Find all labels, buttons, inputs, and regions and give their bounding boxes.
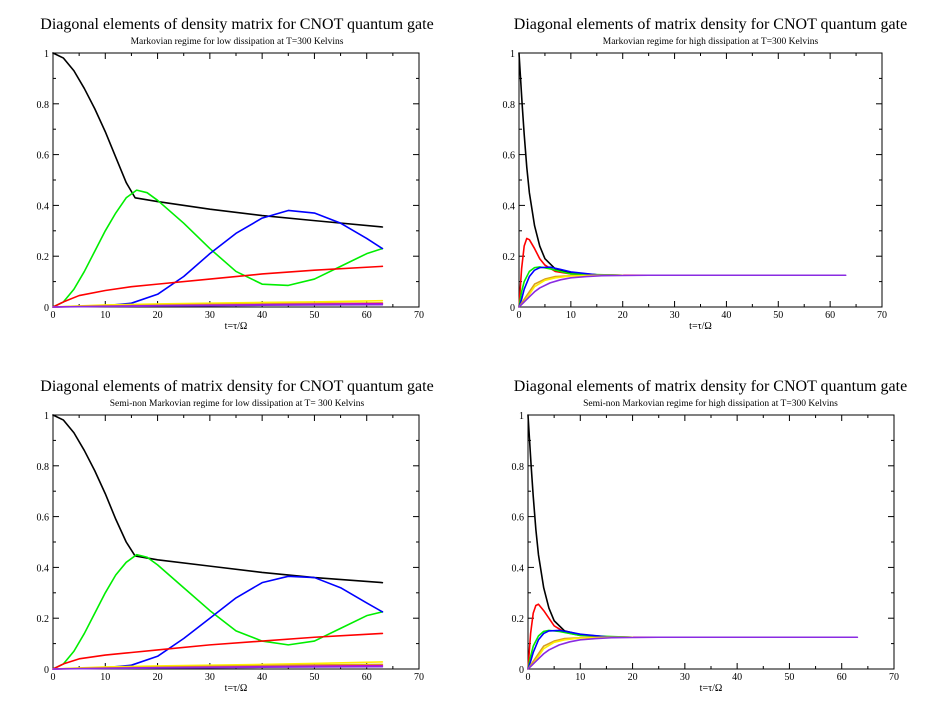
x-tick-label: 40 — [257, 310, 267, 321]
y-tick-label: 1 — [510, 49, 515, 60]
x-tick-label: 60 — [362, 310, 372, 321]
y-tick-label: 0.4 — [37, 201, 50, 212]
x-tick-label: 20 — [618, 310, 628, 321]
y-tick-label: 0.2 — [503, 252, 516, 263]
y-tick-label: 1 — [44, 49, 49, 60]
series-line-black — [527, 414, 686, 639]
x-tick-label: 0 — [526, 672, 531, 683]
y-tick-label: 1 — [44, 411, 49, 422]
chart-plot-semi-non-markovian-high: 0 10 20 30 40 50 60 70 0 0.2 0.4 0.6 0.8 1 t=τ/Ω — [512, 411, 900, 694]
series-line-red — [52, 265, 384, 308]
x-tick-label: 30 — [680, 672, 690, 683]
x-tick-label: 50 — [309, 310, 319, 321]
chart-plot-markovian-high: 0 10 20 30 40 50 60 70 0 0.2 0.4 0.6 0.8 1 t=τ/Ω — [503, 49, 888, 332]
chart-subtitle: Markovian regime for high dissipation at… — [602, 37, 819, 47]
y-tick-label: 0.8 — [503, 100, 516, 111]
x-tick-label: 20 — [153, 672, 163, 683]
x-tick-label: 60 — [837, 672, 847, 683]
x-tick-label: 60 — [362, 672, 372, 683]
x-tick-label: 10 — [100, 672, 110, 683]
series-line-red — [52, 632, 384, 670]
x-tick-label: 10 — [100, 310, 110, 321]
y-tick-label: 0.6 — [503, 151, 516, 162]
y-tick-label: 0.4 — [37, 563, 50, 574]
series-line-blue — [518, 266, 624, 308]
y-tick-label: 1 — [519, 411, 524, 422]
series-line-blue — [52, 575, 384, 670]
x-tick-label: 10 — [566, 310, 576, 321]
y-tick-label: 0.2 — [512, 614, 525, 625]
plot-frame — [527, 414, 895, 670]
x-axis-label: t=τ/Ω — [689, 321, 712, 332]
x-axis-label: t=τ/Ω — [700, 683, 723, 694]
x-tick-label: 50 — [773, 310, 783, 321]
x-tick-label: 40 — [732, 672, 742, 683]
y-tick-label: 0.4 — [512, 563, 525, 574]
chart-plot-markovian-low: 0 10 20 30 40 50 60 70 0 0.2 0.4 0.6 0.8 1 t=τ/Ω — [37, 49, 425, 332]
y-tick-label: 0.6 — [512, 513, 525, 524]
x-tick-label: 50 — [309, 672, 319, 683]
y-tick-label: 0.2 — [37, 614, 50, 625]
y-tick-label: 0 — [510, 303, 515, 314]
chart-title: Diagonal elements of matrix density for … — [513, 378, 908, 395]
y-tick-label: 0 — [519, 665, 524, 676]
series-line-purple — [52, 665, 384, 670]
x-tick-label: 10 — [575, 672, 585, 683]
series-line-purple — [518, 274, 847, 308]
y-tick-label: 0.4 — [503, 201, 516, 212]
chart-panel-semi-non-markovian-high: Diagonal elements of matrix density for … — [474, 362, 947, 723]
plot-frame — [518, 52, 883, 308]
x-tick-label: 0 — [51, 310, 56, 321]
chart-plot-semi-non-markovian-low: 0 10 20 30 40 50 60 70 0 0.2 0.4 0.6 0.8 1 t=τ/Ω — [37, 411, 425, 694]
series-line-black — [52, 52, 384, 228]
x-tick-label: 30 — [670, 310, 680, 321]
chart-subtitle: Semi-non Markovian regime for low dissip… — [109, 399, 365, 409]
x-tick-label: 40 — [721, 310, 731, 321]
x-tick-label: 70 — [414, 672, 424, 683]
x-tick-label: 40 — [257, 672, 267, 683]
chart-subtitle: Markovian regime for low dissipation at … — [130, 37, 344, 47]
x-tick-label: 30 — [205, 310, 215, 321]
chart-title: Diagonal elements of matrix density for … — [40, 378, 434, 395]
series-line-green — [52, 553, 384, 670]
x-tick-label: 0 — [517, 310, 522, 321]
x-tick-label: 70 — [414, 310, 424, 321]
chart-panel-markovian-high: Diagonal elements of matrix density for … — [474, 0, 947, 345]
chart-subtitle: Semi-non Markovian regime for high dissi… — [583, 399, 838, 409]
y-tick-label: 0.8 — [512, 462, 525, 473]
plot-frame — [52, 52, 420, 308]
series-line-green — [518, 266, 624, 308]
y-tick-label: 0.6 — [37, 151, 50, 162]
x-tick-label: 70 — [889, 672, 899, 683]
y-tick-label: 0 — [44, 303, 49, 314]
series-line-black — [52, 414, 384, 584]
series-line-green — [527, 629, 634, 670]
y-tick-label: 0.8 — [37, 462, 50, 473]
x-tick-label: 0 — [51, 672, 56, 683]
chart-title: Diagonal elements of matrix density for … — [513, 16, 908, 33]
x-tick-label: 70 — [877, 310, 887, 321]
chart-panel-semi-non-markovian-low: Diagonal elements of matrix density for … — [0, 362, 474, 723]
series-line-red — [518, 237, 676, 308]
y-tick-label: 0.6 — [37, 513, 50, 524]
y-tick-label: 0 — [44, 665, 49, 676]
y-tick-label: 0.8 — [37, 100, 50, 111]
x-tick-label: 20 — [628, 672, 638, 683]
chart-panel-markovian-low: Diagonal elements of density matrix for … — [0, 0, 474, 345]
x-tick-label: 20 — [153, 310, 163, 321]
chart-title: Diagonal elements of density matrix for … — [40, 16, 434, 33]
series-line-blue — [527, 629, 634, 670]
x-tick-label: 50 — [784, 672, 794, 683]
x-tick-label: 60 — [825, 310, 835, 321]
x-axis-label: t=τ/Ω — [225, 683, 248, 694]
series-line-green — [52, 189, 384, 308]
series-line-blue — [52, 209, 384, 308]
x-tick-label: 30 — [205, 672, 215, 683]
series-line-black — [518, 52, 676, 277]
y-tick-label: 0.2 — [37, 252, 50, 263]
series-line-purple — [52, 303, 384, 308]
x-axis-label: t=τ/Ω — [225, 321, 248, 332]
series-line-purple — [527, 636, 859, 670]
